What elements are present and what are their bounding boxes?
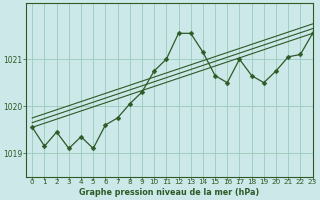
X-axis label: Graphe pression niveau de la mer (hPa): Graphe pression niveau de la mer (hPa) <box>79 188 260 197</box>
